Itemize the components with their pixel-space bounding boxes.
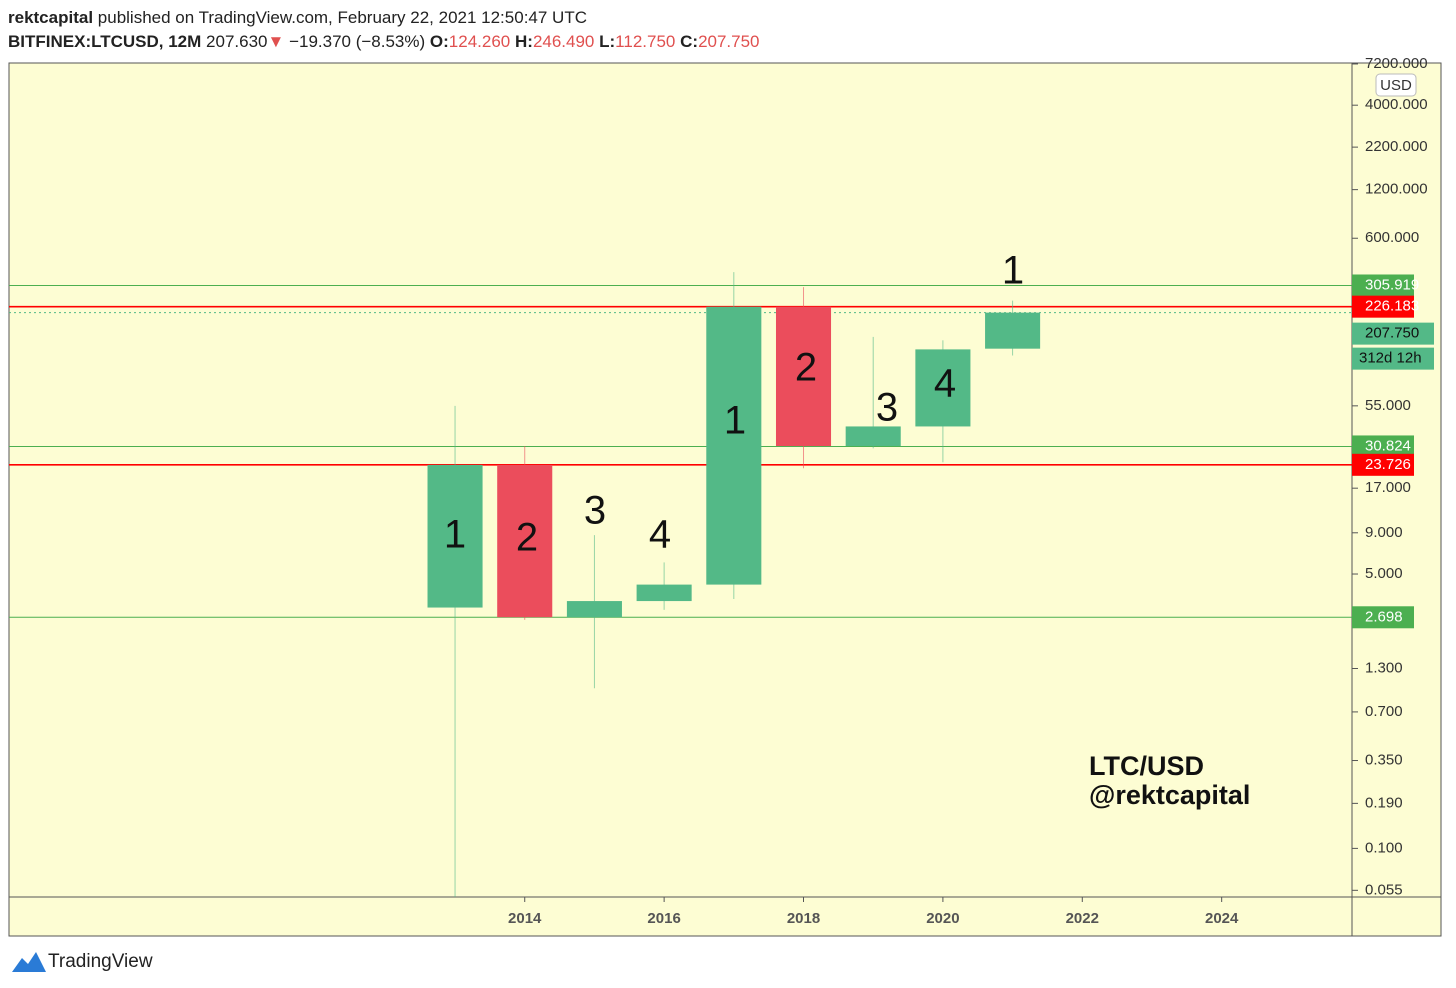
y-tick-label: 0.055 [1365, 881, 1403, 898]
annotation: 1 [444, 513, 466, 557]
level-badge [1352, 295, 1414, 318]
level-badge [1352, 435, 1414, 458]
y-tick-label: 4000.000 [1365, 96, 1428, 113]
ohlc-label: O: [429, 32, 449, 51]
x-tick-label: 2020 [926, 910, 959, 927]
x-tick-label: 2014 [508, 910, 542, 927]
candle-body [566, 601, 622, 618]
annotation: 1 [1002, 249, 1024, 293]
y-tick-label: 2200.000 [1365, 138, 1428, 155]
y-tick-label: 0.100 [1365, 839, 1403, 856]
annotation: 4 [934, 362, 956, 406]
arrow: ▼ [267, 32, 285, 51]
ohlc-label: L: [599, 32, 616, 51]
level-label: 23.726 [1365, 456, 1411, 473]
candle-body [497, 464, 553, 618]
watermark: @rektcapital [1089, 780, 1250, 810]
symbol: BITFINEX:LTCUSD, 12M [8, 32, 202, 51]
level-badge [1352, 453, 1414, 476]
last: 207.630 [206, 32, 268, 51]
countdown-badge [1352, 347, 1434, 370]
candle-body [985, 312, 1041, 349]
symbol-line: BITFINEX:LTCUSD, 12M 207.630▼ −19.370 (−… [8, 32, 760, 52]
level-badge [1352, 606, 1414, 629]
logo [12, 952, 46, 972]
y-tick-label: 0.700 [1365, 703, 1403, 720]
y-tick-label: 0.350 [1365, 751, 1403, 768]
candle-body [706, 306, 762, 585]
change: −19.370 (−8.53%) [289, 32, 426, 51]
published: published on TradingView.com, February 2… [97, 8, 587, 27]
ohlc-value: 124.260 [448, 32, 511, 51]
countdown: 312d 12h [1359, 350, 1422, 367]
candle-body [427, 464, 483, 608]
level-badge [1352, 274, 1414, 297]
x-tick-label: 2016 [647, 910, 680, 927]
x-tick-label: 2024 [1205, 910, 1239, 927]
currency-badge [1375, 73, 1417, 97]
y-tick-label: 1200.000 [1365, 181, 1428, 198]
brand: TradingView [48, 951, 153, 972]
y-tick-label: 0.190 [1365, 794, 1403, 811]
candle-body [636, 584, 692, 602]
annotation: 1 [724, 399, 746, 443]
level-label: 305.919 [1365, 276, 1419, 293]
last-price-label: 207.750 [1365, 325, 1419, 342]
y-tick-label: 7200.000 [1365, 55, 1428, 72]
currency: USD [1380, 77, 1412, 94]
ohlc-value: 207.750 [698, 32, 760, 51]
ohlc-value: 246.490 [532, 32, 595, 51]
x-tick-label: 2022 [1066, 910, 1099, 927]
annotation: 2 [516, 516, 538, 560]
annotation: 3 [584, 489, 606, 533]
candle-body [915, 349, 971, 427]
y-tick-label: 5.000 [1365, 565, 1403, 582]
level-label: 226.183 [1365, 298, 1419, 315]
level-label: 2.698 [1365, 608, 1403, 625]
level-label: 30.824 [1365, 437, 1411, 454]
ohlc-value: 112.750 [615, 32, 676, 51]
author: rektcapital [8, 8, 94, 27]
watermark: LTC/USD [1089, 751, 1204, 781]
candle-body [845, 426, 901, 447]
annotation: 2 [795, 346, 817, 390]
y-tick-label: 1.300 [1365, 659, 1403, 676]
y-tick-label: 17.000 [1365, 479, 1411, 496]
y-tick-label: 9.000 [1365, 524, 1403, 541]
ohlc-label: H: [514, 32, 533, 51]
ohlc-label: C: [680, 32, 699, 51]
x-tick-label: 2018 [787, 910, 820, 927]
last-price-badge [1352, 322, 1434, 345]
annotation: 3 [876, 386, 898, 430]
candle-body [775, 306, 832, 447]
y-tick-label: 600.000 [1365, 229, 1419, 246]
y-tick-label: 55.000 [1365, 397, 1411, 414]
header-line: rektcapital published on TradingView.com… [8, 8, 587, 28]
annotation: 4 [649, 513, 671, 557]
